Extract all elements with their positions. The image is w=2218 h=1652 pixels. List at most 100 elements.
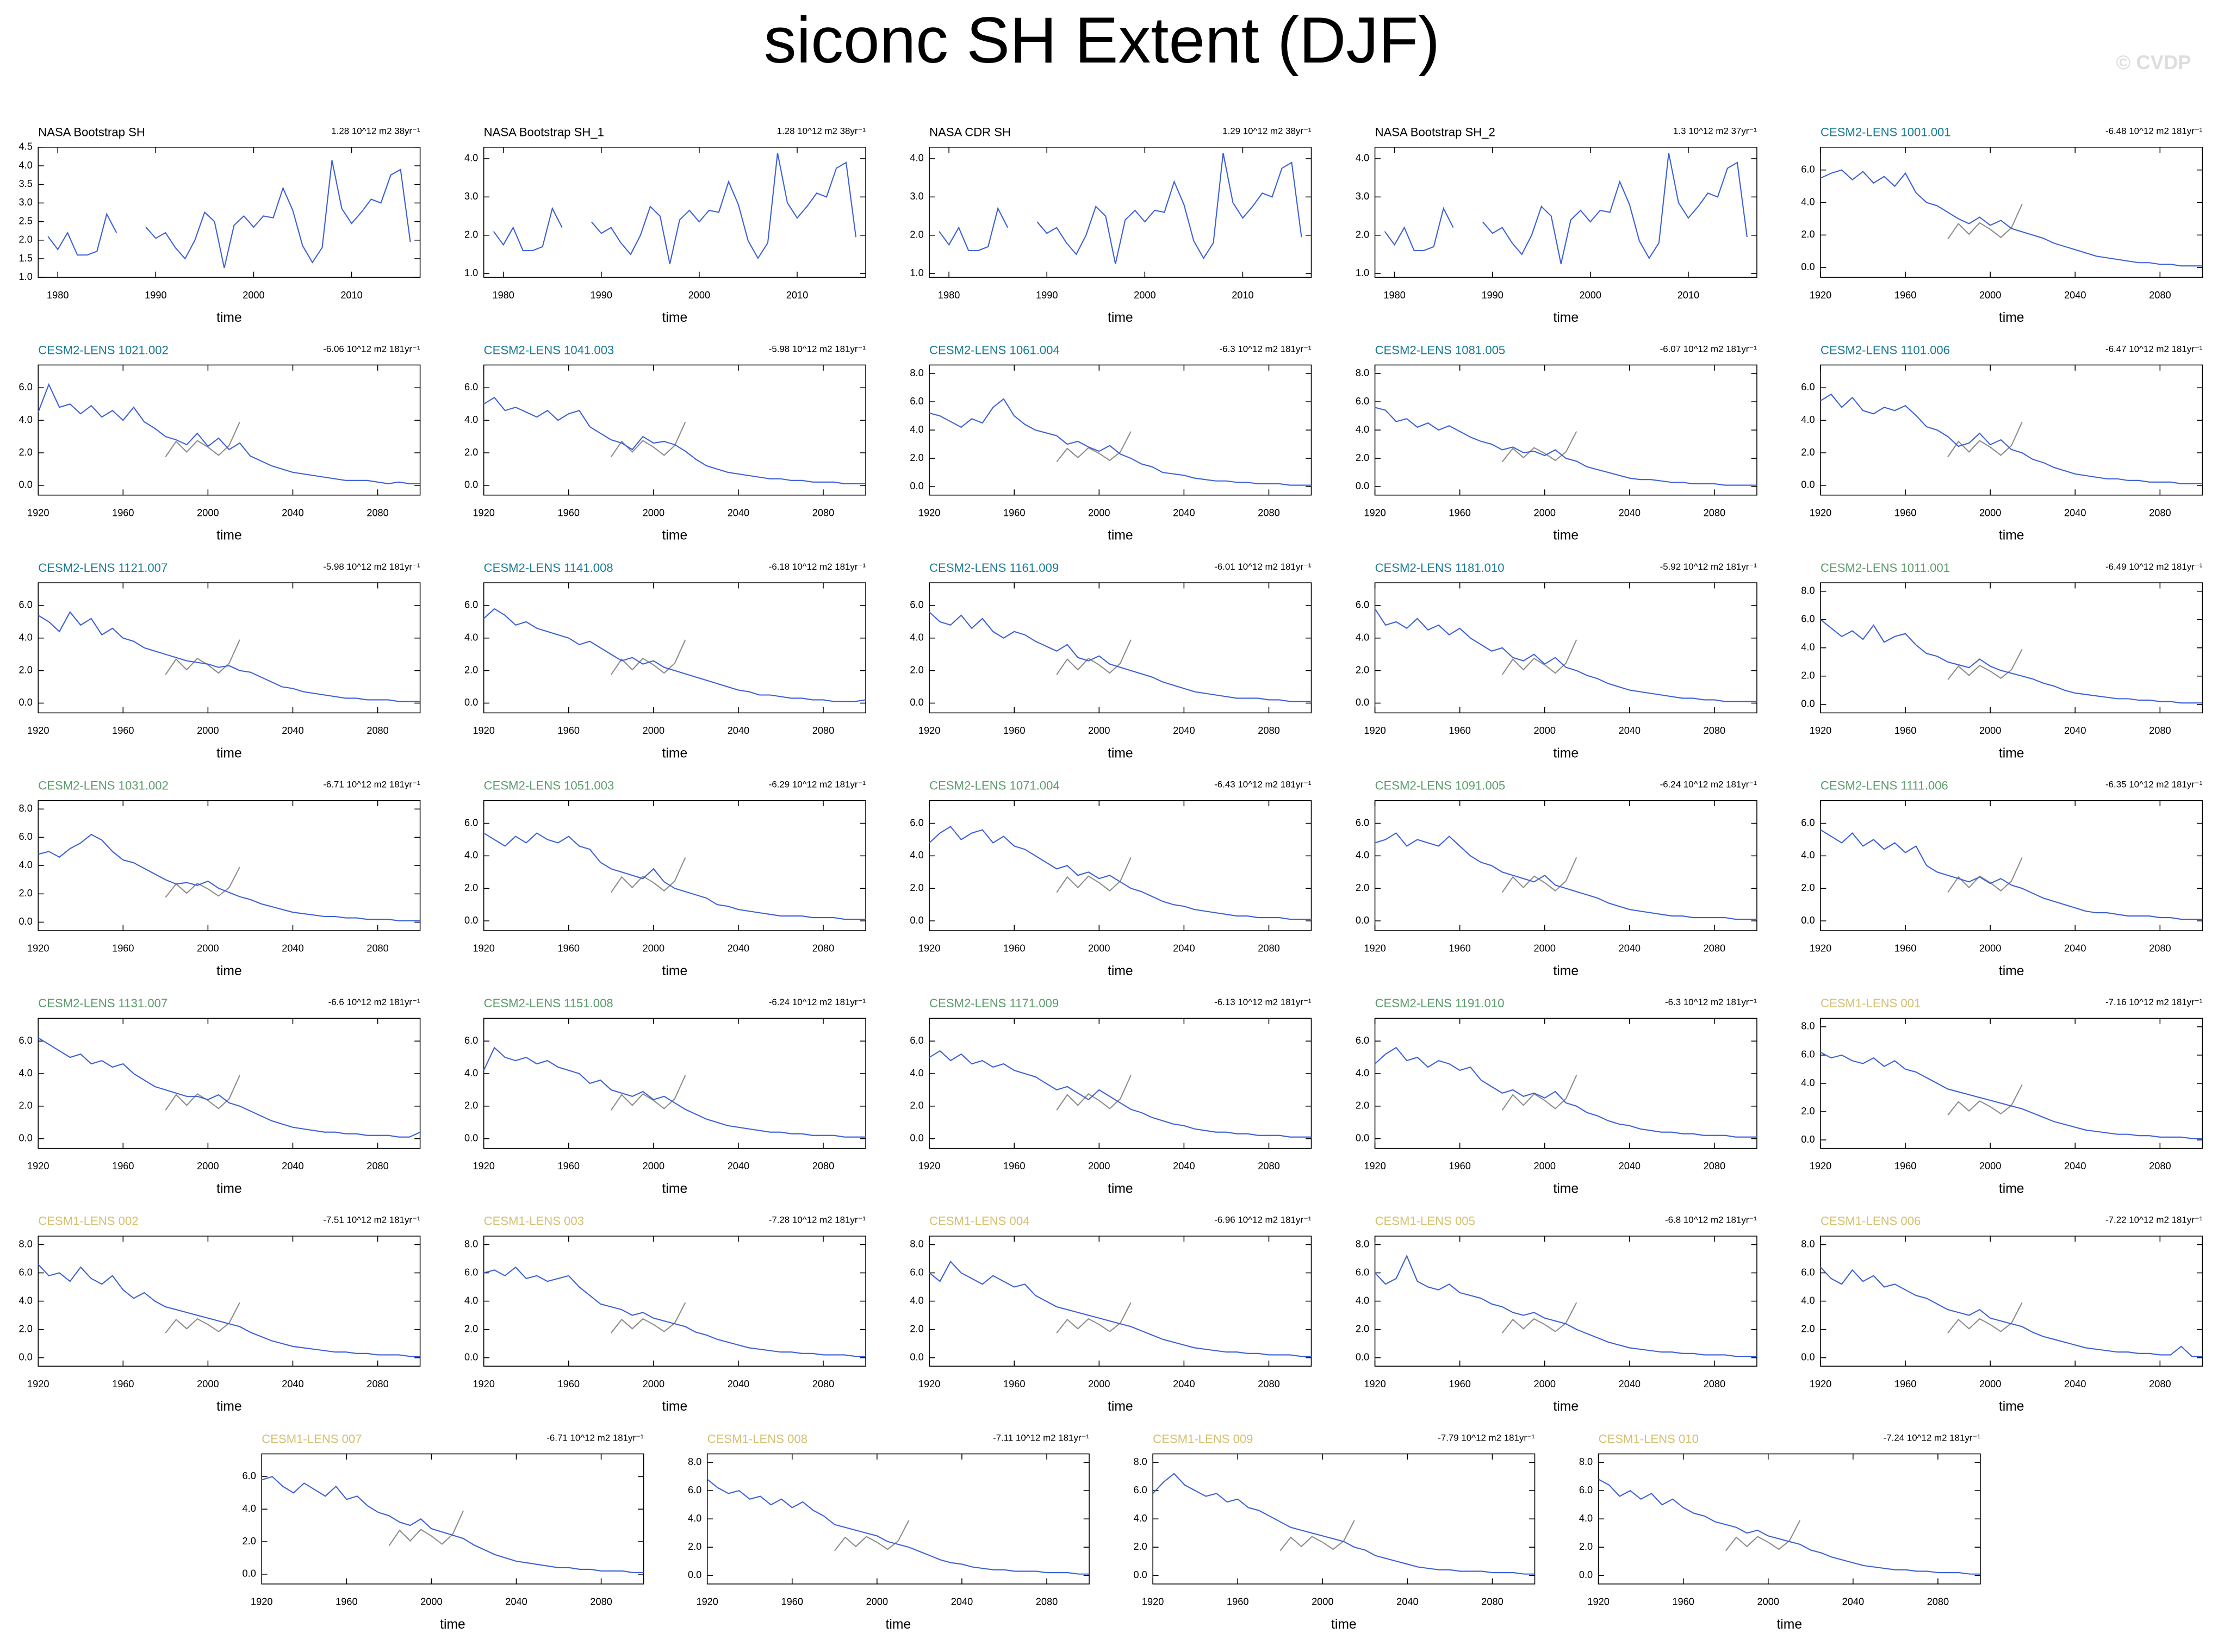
y-tick-label: 6.0 <box>1133 1485 1147 1495</box>
y-tick-label: 3.0 <box>464 191 478 202</box>
panel-title: CESM2-LENS 1081.005 <box>1375 343 1506 357</box>
x-tick-label: 2040 <box>282 1379 303 1389</box>
y-tick-label: 0.0 <box>1801 915 1815 926</box>
plot-frame <box>483 1018 866 1149</box>
x-tick-label: 2000 <box>1088 725 1110 736</box>
x-tick-label: 2040 <box>282 943 303 954</box>
y-tick-label: 6.0 <box>19 600 33 610</box>
plot-frame <box>483 147 866 278</box>
y-tick-label: 0.0 <box>1801 1351 1815 1362</box>
y-tick-label: 2.0 <box>910 882 923 893</box>
plot-frame <box>483 800 866 931</box>
series-line <box>1820 1267 2203 1357</box>
y-tick-label: 4.0 <box>1356 153 1369 164</box>
y-tick-label: 2.0 <box>19 664 33 675</box>
y-tick-label: 0.0 <box>1133 1569 1147 1580</box>
x-axis-label: time <box>1108 528 1133 543</box>
x-tick-label: 1960 <box>558 725 580 736</box>
panel-title: NASA Bootstrap SH <box>38 126 145 139</box>
x-tick-label: 2040 <box>728 1161 749 1171</box>
x-tick-label: 1920 <box>1810 725 1831 736</box>
series-line <box>1501 1302 1577 1333</box>
y-tick-label: 4.0 <box>19 1295 33 1306</box>
plot-frame <box>38 147 421 278</box>
panel-title: CESM1-LENS 008 <box>707 1432 807 1445</box>
x-tick-label: 2040 <box>2064 290 2086 301</box>
panel-title: CESM1-LENS 006 <box>1821 1214 1921 1228</box>
x-tick-label: 1990 <box>1481 290 1503 301</box>
y-tick-label: 4.0 <box>464 153 478 164</box>
trend-label: -6.49 10^12 m2 181yr⁻¹ <box>2105 562 2203 572</box>
x-tick-label: 2080 <box>1704 725 1725 736</box>
x-tick-label: 1920 <box>918 507 940 518</box>
y-tick-label: 2.0 <box>464 664 478 675</box>
x-tick-label: 2000 <box>1979 1161 2001 1171</box>
x-axis-label: time <box>1999 964 2024 978</box>
x-tick-label: 1960 <box>1449 1379 1470 1389</box>
x-tick-label: 1920 <box>27 1161 49 1171</box>
y-tick-label: 0.0 <box>1356 1132 1369 1143</box>
series-line <box>1501 431 1577 463</box>
y-tick-label: 0.0 <box>910 1351 923 1362</box>
series-line <box>483 1266 866 1357</box>
y-tick-label: 1.0 <box>1356 267 1369 278</box>
panel-title: NASA Bootstrap SH_1 <box>484 126 604 139</box>
y-tick-label: 0.0 <box>19 697 33 708</box>
y-tick-label: 2.0 <box>688 1541 701 1552</box>
x-tick-label: 2080 <box>812 1379 834 1389</box>
x-tick-label: 1960 <box>1003 943 1025 954</box>
series-line <box>1375 832 1757 920</box>
trend-label: -7.11 10^12 m2 181yr⁻¹ <box>993 1432 1089 1443</box>
series-line <box>939 153 1302 264</box>
y-tick-label: 0.0 <box>19 916 33 927</box>
y-tick-label: 0.0 <box>19 1132 33 1143</box>
y-tick-label: 4.0 <box>19 859 33 870</box>
x-tick-label: 1920 <box>1364 507 1386 518</box>
y-tick-label: 8.0 <box>1356 367 1369 378</box>
x-tick-label: 2000 <box>197 1161 219 1171</box>
series-line <box>929 398 1312 486</box>
x-axis-label: time <box>1999 310 2024 325</box>
y-tick-label: 4.0 <box>910 424 923 435</box>
trend-label: -6.8 10^12 m2 181yr⁻¹ <box>1665 1215 1757 1225</box>
y-tick-label: 1.5 <box>19 253 33 264</box>
series-line <box>610 639 686 675</box>
trend-label: -6.3 10^12 m2 181yr⁻¹ <box>1665 997 1757 1007</box>
x-tick-label: 2000 <box>1312 1596 1333 1607</box>
y-tick-label: 0.0 <box>910 1132 923 1143</box>
y-tick-label: 4.0 <box>19 160 33 171</box>
trend-label: -6.01 10^12 m2 181yr⁻¹ <box>1214 562 1312 572</box>
plot-frame <box>38 364 421 496</box>
y-tick-label: 4.0 <box>1801 414 1815 425</box>
x-tick-label: 1960 <box>112 943 134 954</box>
x-axis-label: time <box>1108 1182 1133 1196</box>
y-tick-label: 1.0 <box>464 267 478 278</box>
x-tick-label: 2040 <box>728 943 749 954</box>
series-line <box>38 383 420 484</box>
series-line <box>707 1479 1090 1575</box>
panel-title: CESM2-LENS 1151.008 <box>484 996 613 1010</box>
x-tick-label: 1920 <box>473 1161 494 1171</box>
y-tick-label: 4.0 <box>243 1503 256 1514</box>
x-tick-label: 1920 <box>918 943 940 954</box>
y-tick-label: 0.0 <box>1356 481 1369 491</box>
y-tick-label: 2.0 <box>19 234 33 245</box>
plot-frame <box>929 582 1312 714</box>
y-tick-label: 4.0 <box>1801 1077 1815 1088</box>
panel-title: CESM1-LENS 009 <box>1153 1432 1253 1445</box>
y-tick-label: 4.0 <box>688 1513 701 1524</box>
panel-title: CESM1-LENS 007 <box>262 1432 362 1445</box>
x-tick-label: 2000 <box>643 725 664 736</box>
x-tick-label: 1960 <box>1449 725 1470 736</box>
x-axis-label: time <box>886 1617 911 1632</box>
x-tick-label: 1960 <box>558 943 580 954</box>
trend-label: -6.96 10^12 m2 181yr⁻¹ <box>1214 1215 1312 1225</box>
x-tick-label: 2080 <box>590 1596 612 1607</box>
x-tick-label: 1920 <box>918 1161 940 1171</box>
y-tick-label: 4.0 <box>1579 1513 1593 1524</box>
plot-frame <box>1820 364 2203 496</box>
panel-title: CESM2-LENS 1121.007 <box>38 561 167 575</box>
y-tick-label: 2.0 <box>910 452 923 463</box>
